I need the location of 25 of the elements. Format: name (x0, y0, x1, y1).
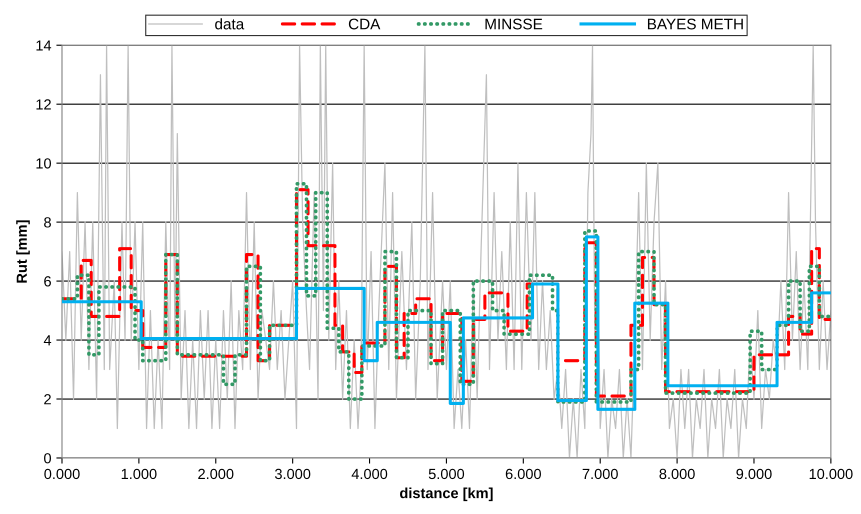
y-tick-label: 2 (44, 394, 51, 404)
x-tick-label: 5.000 (428, 468, 464, 480)
y-tick-label: 6 (44, 276, 51, 287)
x-axis-title: distance [km] (400, 488, 493, 502)
y-axis-title: Rut [mm] (16, 220, 30, 283)
y-tick-label: 4 (44, 335, 52, 346)
legend-label: BAYES METH (648, 18, 743, 30)
x-tick-label: 7.000 (582, 468, 618, 480)
legend-label: data (215, 18, 244, 30)
x-tick-label: 4.000 (352, 468, 388, 480)
y-tick-label: 12 (36, 99, 51, 110)
y-tick-label: 14 (36, 40, 52, 51)
x-tick-label: 1.000 (122, 468, 157, 480)
x-tick-label: 6.000 (506, 468, 541, 480)
y-tick-label: 8 (44, 217, 51, 228)
x-tick-label: 8.000 (659, 468, 695, 480)
x-tick-label: 2.000 (198, 468, 234, 480)
x-tick-label: 10.000 (810, 468, 853, 480)
x-tick-label: 3.000 (274, 468, 310, 480)
x-tick-label: 9.000 (736, 468, 772, 480)
legend-label: MINSSE (486, 18, 542, 30)
y-tick-label: 10 (36, 158, 52, 169)
y-tick-label: 0 (44, 453, 52, 464)
legend-label: CDA (348, 18, 380, 30)
x-tick-label: 0.000 (44, 468, 80, 480)
